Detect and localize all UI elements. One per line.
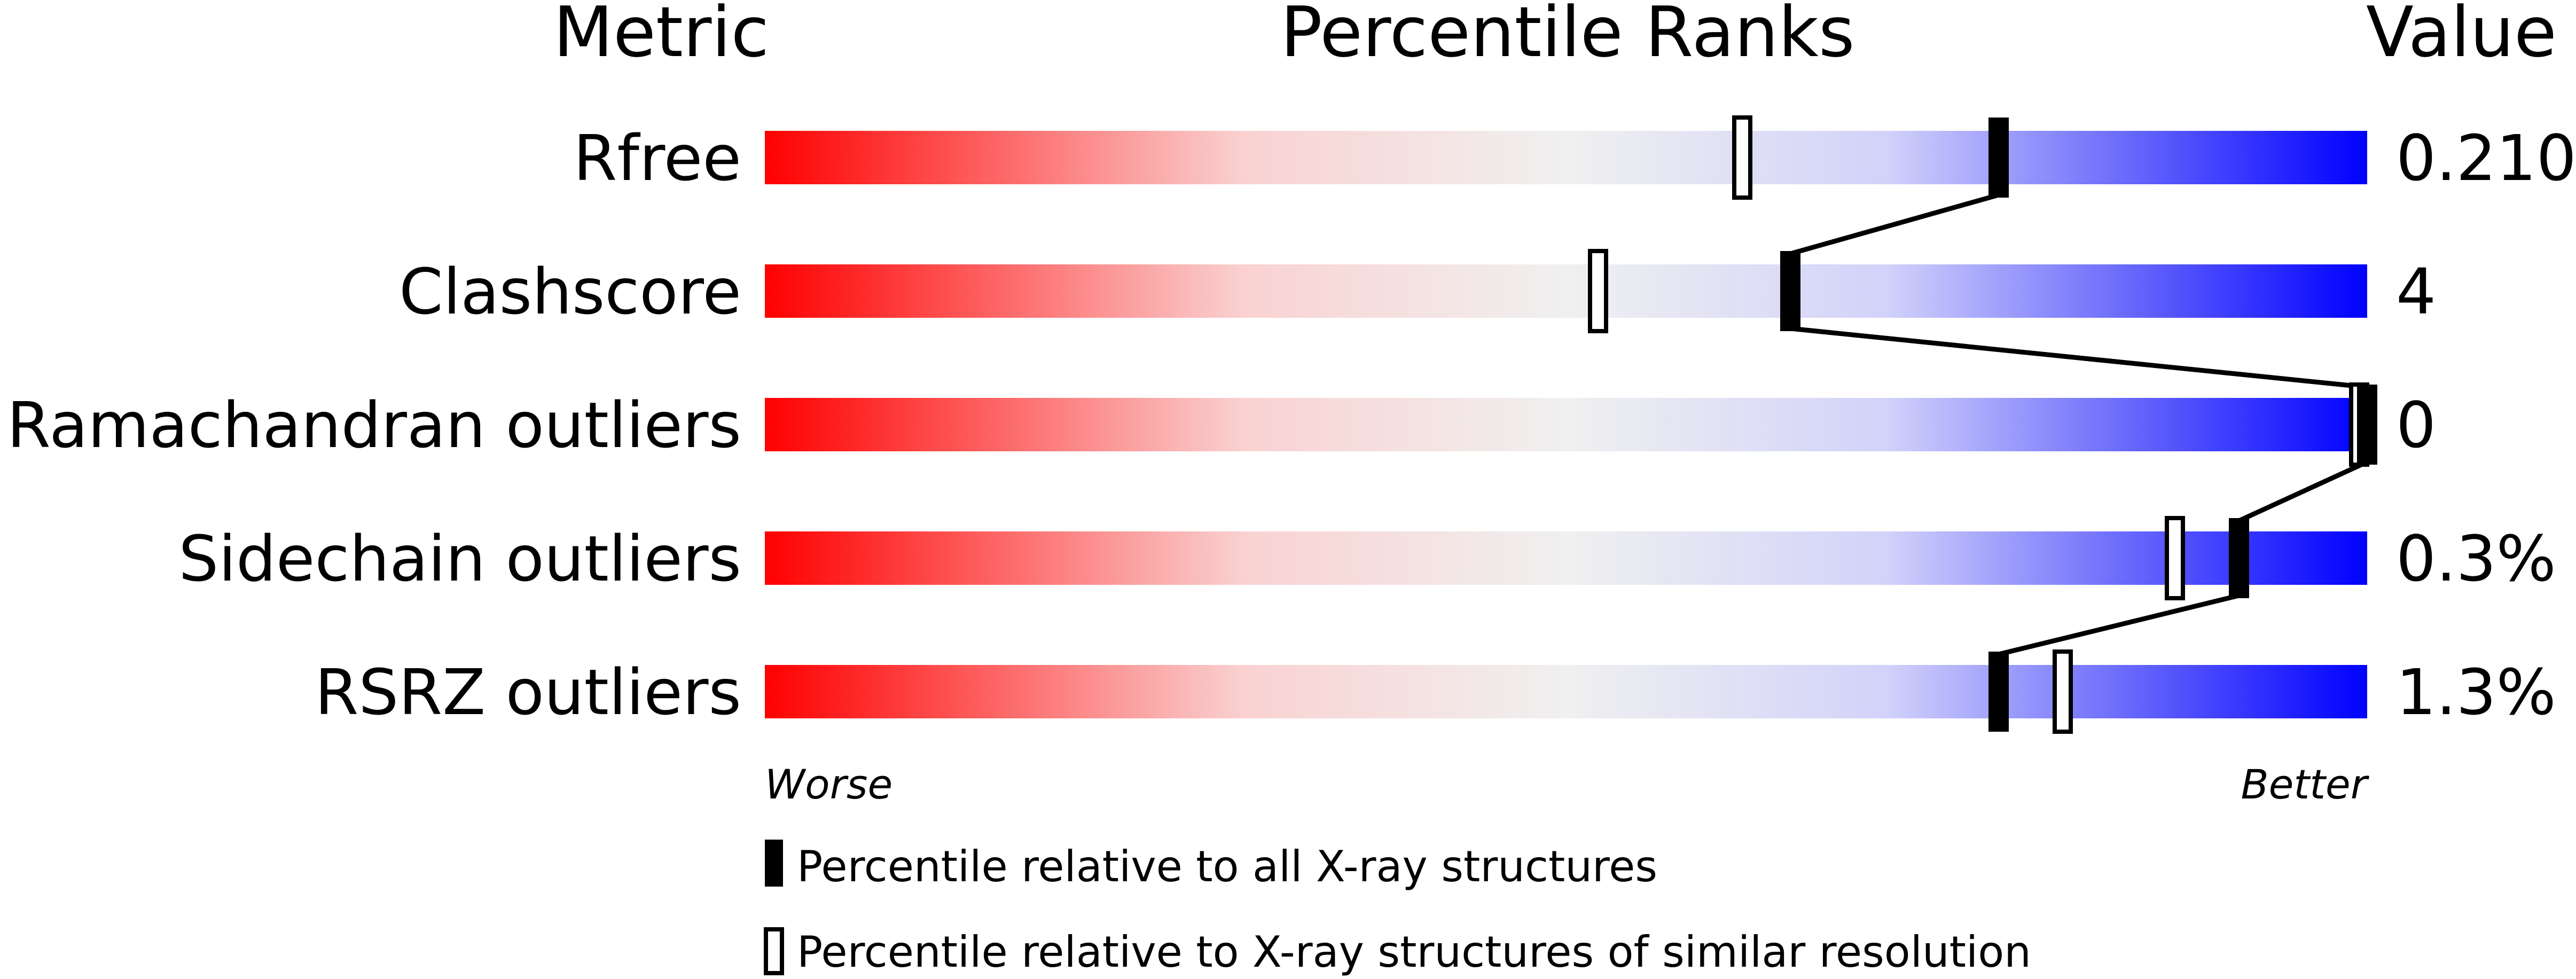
percentile-ranks-header: Percentile Ranks — [1280, 0, 1854, 73]
metric-label: Sidechain outliers — [178, 522, 741, 596]
metric-rows: Rfree 0.210 Clashscore 4 Ramachandran outlie… — [7, 121, 2576, 729]
percentile-bar — [765, 131, 2367, 184]
metric-value: 1.3% — [2396, 655, 2556, 729]
legend: Percentile relative to all X-ray structu… — [764, 840, 2031, 977]
metric-label: RSRZ outliers — [315, 655, 741, 729]
legend-filled-label: Percentile relative to all X-ray structu… — [797, 842, 1657, 891]
percentile-similar-marker — [1732, 115, 1752, 200]
percentile-similar-marker — [2165, 516, 2185, 600]
percentile-markers — [1588, 115, 2377, 734]
percentile-similar-marker — [2053, 649, 2073, 734]
metric-value: 0.3% — [2396, 522, 2556, 596]
percentile-all-marker — [2357, 385, 2377, 465]
value-header: Value — [2366, 0, 2557, 73]
percentile-all-marker — [1988, 652, 2009, 732]
worse-label: Worse — [765, 761, 892, 808]
metric-label: Ramachandran outliers — [7, 388, 741, 462]
percentile-bar — [765, 531, 2367, 585]
percentile-similar-marker — [1588, 249, 1608, 333]
metric-label: Rfree — [573, 121, 741, 195]
percentile-bar — [765, 665, 2367, 718]
legend-filled-marker — [765, 840, 783, 887]
metric-value: 4 — [2396, 255, 2436, 328]
metric-header: Metric — [553, 0, 769, 73]
metric-value: 0.210 — [2396, 121, 2576, 195]
legend-hollow-marker — [764, 927, 784, 975]
metric-value: 0 — [2396, 388, 2436, 462]
percentile-all-marker — [1988, 118, 2009, 198]
better-label: Better — [2241, 761, 2370, 808]
legend-hollow-label: Percentile relative to X-ray structures … — [797, 927, 2031, 977]
percentile-all-marker — [2229, 518, 2249, 598]
percentile-bar — [765, 264, 2367, 318]
metric-label: Clashscore — [399, 255, 741, 328]
percentile-bar — [765, 398, 2367, 451]
percentile-all-marker — [1780, 251, 1800, 331]
